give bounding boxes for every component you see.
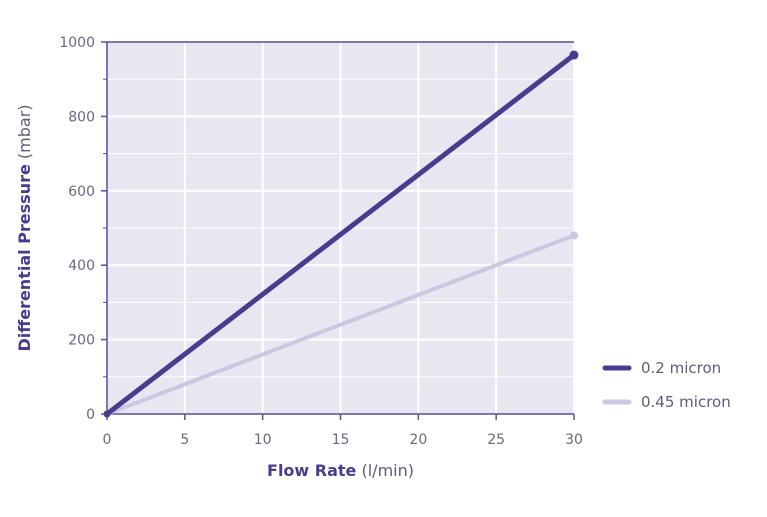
series-startpoint-0.2-micron: [103, 410, 111, 418]
x-tick-label: 30: [565, 432, 583, 448]
y-axis-title: Differential Pressure (mbar): [15, 104, 34, 351]
legend: 0.2 micron 0.45 micron: [602, 359, 731, 411]
y-tick-label: 600: [68, 184, 95, 200]
x-axis-title: Flow Rate (l/min): [267, 461, 414, 480]
x-axis-label: Flow Rate: [267, 461, 357, 480]
x-tick-label: 15: [332, 432, 350, 448]
series-endpoint-0.2-micron: [569, 50, 579, 60]
y-axis-unit: (mbar): [15, 104, 34, 159]
y-tick-label: 1000: [59, 35, 95, 51]
x-tick-label: 10: [254, 432, 272, 448]
y-tick-label: 800: [68, 109, 95, 125]
y-tick-label: 200: [68, 333, 95, 349]
legend-label-0.45-micron: 0.45 micron: [641, 393, 731, 411]
x-tick-label: 20: [409, 432, 427, 448]
series-line-0.45-micron: [105, 233, 576, 416]
y-axis-label: Differential Pressure: [15, 164, 34, 351]
x-tick-label: 25: [487, 432, 505, 448]
y-tick-label: 400: [68, 258, 95, 274]
x-tick-label: 5: [180, 432, 189, 448]
series: [103, 50, 579, 418]
series-endpoint-0.45-micron: [570, 231, 578, 240]
series-line-0.2-micron: [104, 52, 577, 417]
axes: 0 5 10 15 20 25 30 0 200 400 600 800 1000: [59, 35, 583, 448]
x-axis-unit: (l/min): [361, 461, 414, 480]
legend-label-0.2-micron: 0.2 micron: [641, 359, 721, 377]
x-tick-label: 0: [103, 432, 112, 448]
y-tick-label: 0: [86, 407, 95, 423]
